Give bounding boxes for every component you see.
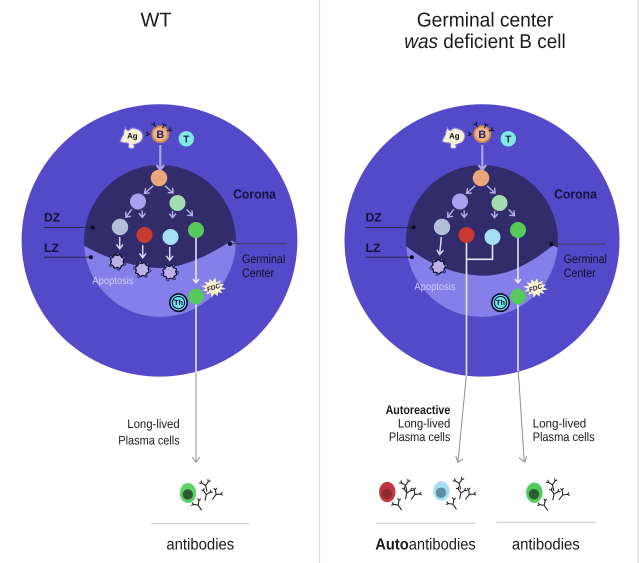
svg-text:LZ: LZ bbox=[366, 241, 381, 255]
svg-text:Autoreactive: Autoreactive bbox=[386, 403, 451, 417]
svg-text:antibodies: antibodies bbox=[512, 537, 580, 554]
svg-text:Germinal: Germinal bbox=[564, 252, 607, 266]
svg-text:antibodies: antibodies bbox=[166, 537, 234, 554]
svg-text:Center: Center bbox=[564, 266, 596, 280]
svg-text:Autoantibodies: Autoantibodies bbox=[375, 537, 476, 554]
svg-text:DZ: DZ bbox=[366, 210, 383, 224]
svg-text:Germinal center: Germinal center bbox=[417, 10, 554, 32]
svg-text:LZ: LZ bbox=[44, 241, 59, 255]
svg-text:Corona: Corona bbox=[233, 187, 277, 202]
svg-text:Apoptosis: Apoptosis bbox=[414, 282, 455, 293]
svg-text:Long-lived: Long-lived bbox=[533, 417, 587, 431]
svg-text:B: B bbox=[478, 129, 486, 141]
svg-text:T: T bbox=[505, 135, 511, 146]
svg-text:Long-lived: Long-lived bbox=[127, 417, 179, 431]
svg-text:Plasma cells: Plasma cells bbox=[533, 430, 595, 444]
svg-text:T: T bbox=[183, 135, 189, 146]
svg-text:WT: WT bbox=[140, 10, 171, 32]
svg-text:Germinal: Germinal bbox=[242, 252, 285, 266]
svg-text:Plasma cells: Plasma cells bbox=[389, 430, 450, 444]
svg-text:was deficient B cell: was deficient B cell bbox=[404, 31, 566, 53]
svg-text:DZ: DZ bbox=[44, 210, 61, 224]
svg-text:Plasma cells: Plasma cells bbox=[118, 433, 179, 447]
svg-text:Long-lived: Long-lived bbox=[398, 417, 450, 431]
svg-text:Corona: Corona bbox=[554, 187, 598, 202]
svg-text:B: B bbox=[156, 129, 164, 141]
svg-text:Apoptosis: Apoptosis bbox=[92, 276, 133, 287]
svg-text:Center: Center bbox=[242, 266, 274, 280]
